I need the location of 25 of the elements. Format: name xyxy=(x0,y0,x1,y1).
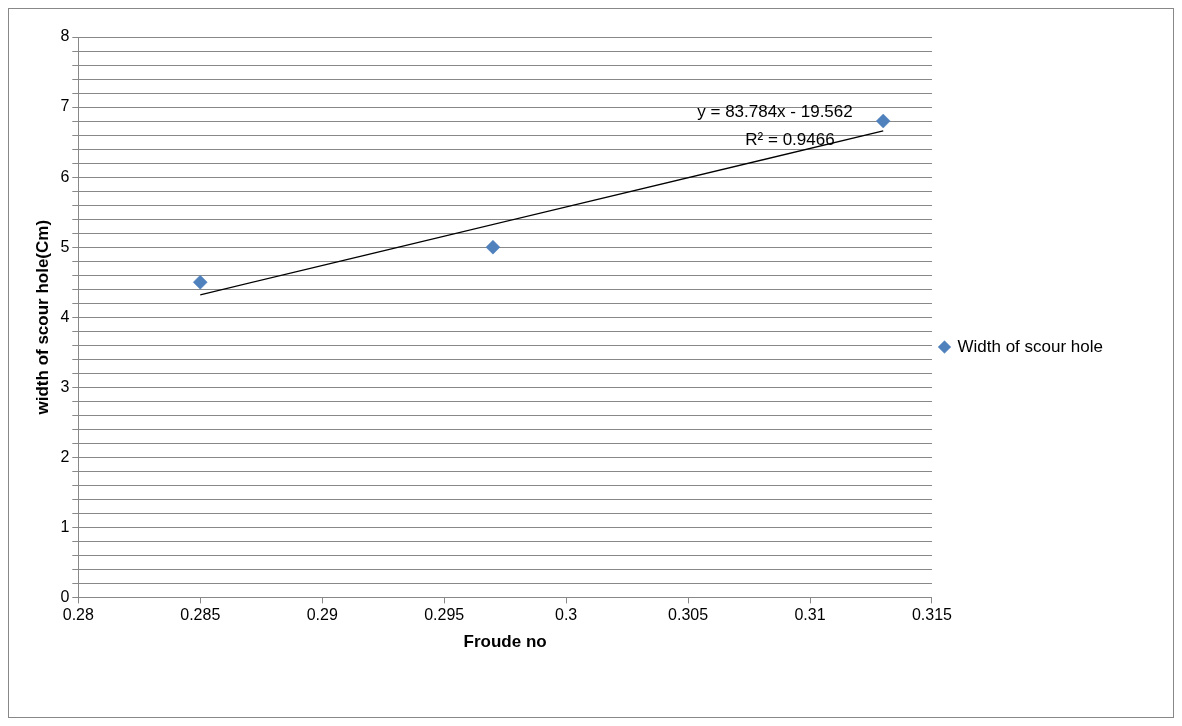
x-axis-title: Froude no xyxy=(463,632,547,652)
legend-label: Width of scour hole xyxy=(957,336,1103,356)
point xyxy=(193,274,208,290)
x-tick-label: 0.31 xyxy=(794,606,826,624)
y-tick-label: 4 xyxy=(60,307,70,325)
point xyxy=(875,113,891,129)
y-tick-label: 1 xyxy=(60,517,70,535)
x-tick-label: 0.305 xyxy=(668,606,709,624)
y-tick-label: 2 xyxy=(60,447,70,465)
x-tick-label: 0.285 xyxy=(180,606,221,624)
y-tick-label: 7 xyxy=(60,97,70,115)
y-tick-label: 0 xyxy=(60,587,70,605)
y-tick-label: 6 xyxy=(60,167,70,185)
annotation: R² = 0.9466 xyxy=(745,130,835,149)
annotation: y = 83.784x - 19.562 xyxy=(697,102,853,121)
y-tick-label: 5 xyxy=(60,237,70,255)
y-tick-label: 8 xyxy=(60,27,70,45)
x-tick-label: 0.29 xyxy=(306,606,338,624)
x-tick-label: 0.3 xyxy=(555,606,578,624)
point xyxy=(485,239,501,255)
x-tick-label: 0.295 xyxy=(424,606,465,624)
x-tick-label: 0.28 xyxy=(62,606,94,624)
x-tick-label: 0.315 xyxy=(911,606,953,624)
y-tick-label: 3 xyxy=(60,377,70,395)
y-axis-title: width of scour hole(Cm) xyxy=(32,219,52,416)
